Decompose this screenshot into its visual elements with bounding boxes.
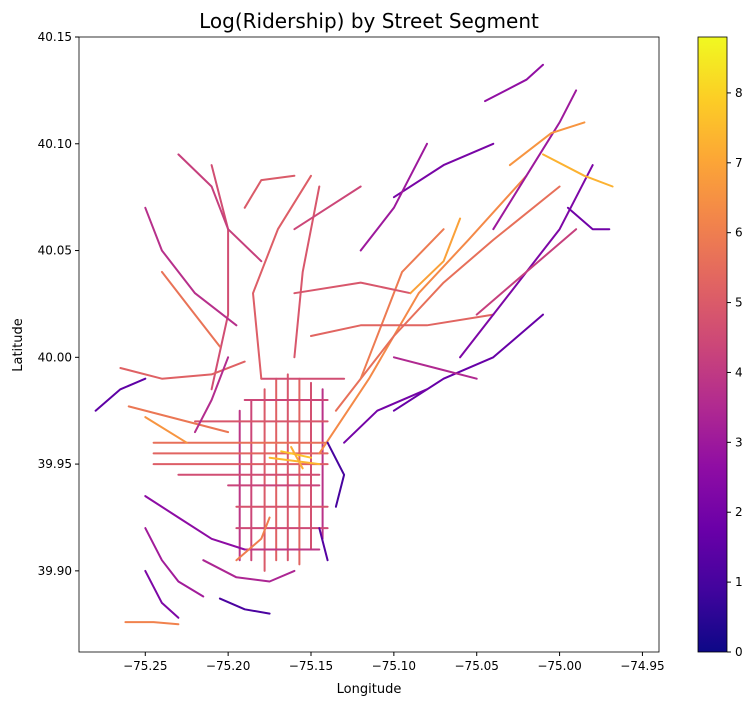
colorbar-tick-label-7: 7 xyxy=(735,156,743,170)
street-segment-55 xyxy=(326,441,346,508)
street-segment-40 xyxy=(392,142,495,199)
street-segment-23 xyxy=(144,416,188,444)
street-segment-47 xyxy=(94,377,147,412)
x-axis: −75.25 −75.20 −75.15 −75.10 −75.05 −75.00 −74.… xyxy=(123,652,665,673)
street-segment-34 xyxy=(459,164,594,359)
street-segment-37 xyxy=(508,121,586,167)
x-axis-label: Longitude xyxy=(337,682,402,697)
plot-frame xyxy=(79,37,659,652)
street-segment-41 xyxy=(359,142,428,252)
street-segment-60 xyxy=(194,356,230,434)
street-segment-19 xyxy=(268,456,321,466)
colorbar-tick-label-8: 8 xyxy=(735,86,743,100)
colorbar-ticks: 0 1 2 3 4 5 6 7 8 xyxy=(727,86,743,659)
y-tick-label-3: 40.05 xyxy=(38,244,72,258)
y-tick-label-0: 39.90 xyxy=(38,564,72,578)
street-segment-54 xyxy=(318,527,329,562)
street-segment-27 xyxy=(293,185,321,359)
street-segment-33 xyxy=(343,388,428,444)
street-segment-43 xyxy=(177,153,263,263)
chart-title: Log(Ridership) by Street Segment xyxy=(199,9,539,33)
street-segment-48 xyxy=(144,495,246,551)
x-tick-label-2: −75.15 xyxy=(289,659,333,673)
street-segment-52 xyxy=(124,621,180,626)
y-tick-label-5: 40.15 xyxy=(38,30,72,44)
y-tick-label-1: 39.95 xyxy=(38,457,72,471)
colorbar-tick-label-4: 4 xyxy=(735,365,743,379)
street-segment-25 xyxy=(334,185,561,412)
street-segment-36 xyxy=(492,89,578,231)
street-segment-51 xyxy=(144,569,180,619)
x-tick-label-5: −75.00 xyxy=(537,659,581,673)
street-segment-49 xyxy=(144,527,205,598)
x-tick-label-6: −74.95 xyxy=(620,659,664,673)
street-segment-35 xyxy=(475,228,578,316)
street-segment-42 xyxy=(409,217,462,295)
street-segment-21 xyxy=(290,446,304,470)
street-segment-31 xyxy=(293,281,412,295)
y-tick-label-2: 40.00 xyxy=(38,350,72,364)
y-axis: 39.90 39.95 40.00 40.05 40.10 40.15 xyxy=(38,30,79,578)
colorbar-tick-label-5: 5 xyxy=(735,296,743,310)
street-segment-53 xyxy=(218,597,271,615)
street-segment-39 xyxy=(484,63,544,103)
street-segments xyxy=(94,63,614,626)
colorbar-gradient xyxy=(697,36,728,653)
street-segment-46 xyxy=(119,360,246,380)
colorbar-tick-label-6: 6 xyxy=(735,226,743,240)
street-segment-61 xyxy=(235,516,271,562)
street-segment-50 xyxy=(202,559,296,583)
x-tick-label-4: −75.05 xyxy=(455,659,499,673)
street-segment-44 xyxy=(144,206,238,327)
x-tick-label-1: −75.20 xyxy=(206,659,250,673)
street-segment-22 xyxy=(127,405,230,434)
street-segment-38 xyxy=(542,153,614,188)
colorbar-tick-label-3: 3 xyxy=(735,435,743,449)
street-segment-29 xyxy=(210,164,230,391)
y-axis-label: Latitude xyxy=(11,318,26,372)
colorbar: 0 1 2 3 4 5 6 7 8 xyxy=(697,36,743,659)
plot-border xyxy=(78,36,660,653)
x-tick-label-3: −75.10 xyxy=(372,659,416,673)
street-segment-57 xyxy=(566,206,611,231)
colorbar-tick-label-2: 2 xyxy=(735,505,743,519)
street-segment-59 xyxy=(243,174,296,209)
street-segment-32 xyxy=(392,313,544,412)
street-segment-45 xyxy=(160,270,221,348)
x-tick-label-0: −75.25 xyxy=(123,659,167,673)
street-segment-56 xyxy=(392,356,478,380)
y-tick-label-4: 40.10 xyxy=(38,137,72,151)
street-segment-58 xyxy=(293,185,362,231)
street-segment-28 xyxy=(252,174,312,380)
colorbar-tick-label-1: 1 xyxy=(735,575,743,589)
plot-area xyxy=(78,36,660,653)
street-segment-26 xyxy=(359,228,445,380)
street-segment-24 xyxy=(318,174,528,455)
colorbar-tick-label-0: 0 xyxy=(735,645,743,659)
street-segment-30 xyxy=(310,313,495,337)
